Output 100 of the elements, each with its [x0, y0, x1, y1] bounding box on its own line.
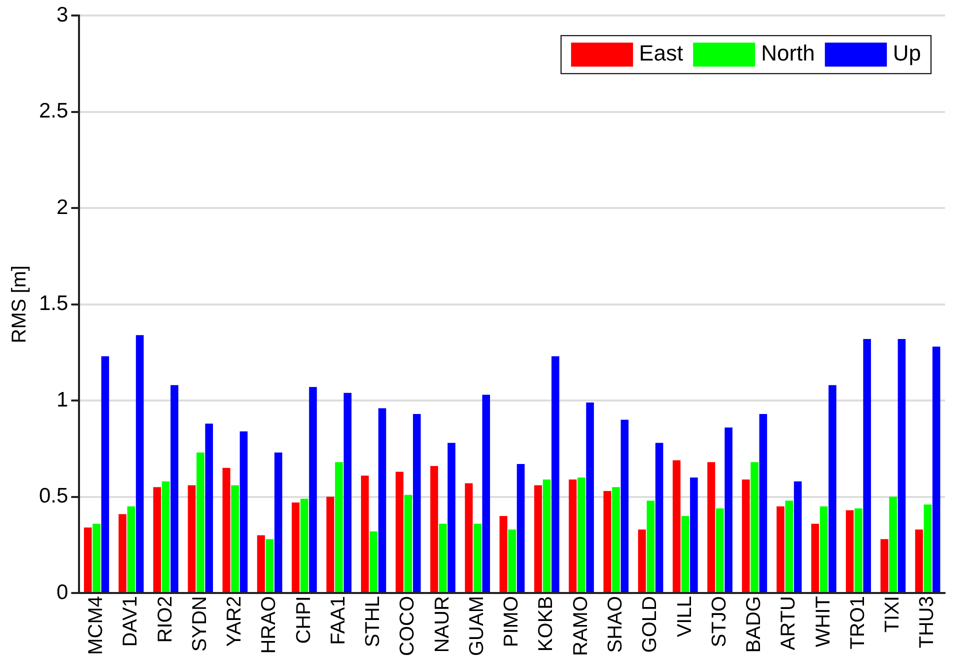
- bar: [603, 490, 612, 592]
- bar: [361, 476, 369, 592]
- bar: [170, 385, 178, 592]
- bar: [854, 508, 862, 592]
- bar: [257, 535, 265, 592]
- y-tick-label: 0: [56, 580, 68, 604]
- bar: [646, 500, 655, 592]
- x-tick-label: STHL: [362, 596, 384, 648]
- bar: [863, 338, 871, 592]
- legend-label: North: [761, 40, 815, 66]
- bar: [482, 394, 490, 592]
- y-tick-label: 2: [56, 196, 68, 219]
- bar: [586, 402, 594, 592]
- bar: [188, 485, 196, 592]
- bar: [534, 485, 542, 592]
- x-tick-label: KOKB: [535, 596, 558, 652]
- bar: [430, 466, 438, 592]
- x-tick-label: GOLD: [639, 596, 662, 653]
- bar: [655, 442, 664, 592]
- x-tick-label: WHIT: [812, 596, 834, 648]
- bar: [889, 496, 897, 592]
- bar: [309, 387, 317, 592]
- bar: [690, 478, 698, 592]
- bar: [92, 524, 100, 592]
- bar: [820, 506, 828, 592]
- bar: [474, 524, 482, 592]
- bar: [127, 506, 136, 592]
- bar: [101, 356, 110, 592]
- bar: [924, 504, 932, 592]
- bar: [742, 479, 750, 592]
- x-tick-label: SHAO: [604, 596, 627, 653]
- bar: [404, 494, 412, 592]
- x-tick-label: ARTU: [778, 596, 800, 650]
- bar: [811, 524, 820, 592]
- bar: [292, 502, 300, 592]
- bar: [932, 346, 940, 592]
- x-tick-label: GUAM: [466, 596, 488, 656]
- bar: [794, 481, 802, 592]
- bar: [620, 420, 629, 592]
- y-tick-label: 1: [56, 388, 68, 412]
- x-tick-label: RAMO: [570, 596, 592, 656]
- bar: [84, 528, 92, 592]
- bar: [335, 462, 343, 592]
- bar: [716, 508, 724, 592]
- bar: [464, 483, 473, 592]
- bar: [370, 531, 378, 592]
- x-tick-label: TIXI: [882, 596, 904, 633]
- x-tick-label: NAUR: [431, 596, 454, 653]
- bar: [577, 478, 586, 592]
- bar: [274, 452, 282, 592]
- bar: [542, 479, 551, 592]
- bar: [776, 506, 784, 592]
- x-tick-label: BADG: [743, 596, 766, 653]
- bar: [707, 462, 716, 592]
- bar: [240, 431, 248, 592]
- bar: [759, 414, 768, 592]
- x-tick-label: PIMO: [500, 596, 523, 648]
- bar: [136, 335, 144, 592]
- bar: [880, 539, 888, 592]
- x-tick-label: YAR2: [224, 596, 246, 647]
- bar: [396, 472, 404, 592]
- x-tick-label: RIO2: [154, 596, 176, 643]
- bar: [898, 338, 906, 592]
- bar: [412, 414, 421, 592]
- bar: [828, 385, 836, 592]
- bar: [196, 452, 204, 592]
- y-axis-title: RMS [m]: [8, 265, 31, 344]
- bar: [785, 500, 794, 592]
- bar: [266, 539, 274, 592]
- legend-label: East: [639, 40, 684, 66]
- bar: [612, 487, 620, 592]
- bar: [222, 468, 230, 592]
- y-tick-label: 3: [56, 3, 68, 26]
- y-tick-label: 1.5: [38, 292, 68, 316]
- bar: [448, 442, 456, 592]
- x-tick-label: CHPI: [292, 596, 315, 644]
- x-tick-label: THU3: [916, 596, 938, 648]
- bar: [153, 487, 162, 592]
- y-tick-label: 2.5: [38, 100, 68, 123]
- x-tick-label: TRO1: [846, 596, 869, 650]
- bar: [724, 427, 732, 592]
- bar: [638, 529, 646, 592]
- bar: [118, 514, 126, 592]
- bar: [300, 498, 308, 592]
- x-tick-label: COCO: [396, 596, 419, 656]
- x-tick-label: VILL: [674, 596, 696, 638]
- bar: [846, 510, 854, 592]
- bar: [378, 408, 386, 592]
- bar: [750, 462, 758, 592]
- bar: [500, 516, 508, 592]
- bar: [344, 392, 352, 592]
- x-tick-label: FAA1: [327, 596, 350, 645]
- x-tick-label: DAV1: [120, 596, 142, 647]
- bar: [551, 356, 560, 592]
- bar: [516, 464, 525, 592]
- x-tick-label: STJO: [708, 596, 730, 648]
- bar: [231, 485, 239, 592]
- x-tick-label: SYDN: [188, 596, 211, 652]
- bar: [205, 424, 213, 592]
- x-tick-label: HRAO: [258, 596, 280, 654]
